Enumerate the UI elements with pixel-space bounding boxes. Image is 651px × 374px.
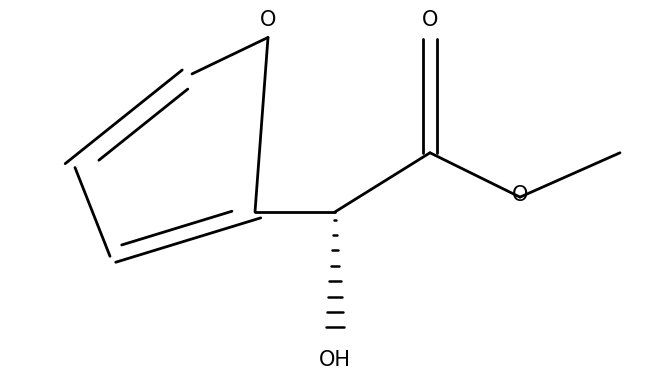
Text: O: O	[422, 10, 438, 30]
Text: OH: OH	[319, 350, 351, 370]
Text: O: O	[512, 185, 528, 205]
Text: O: O	[260, 10, 276, 30]
